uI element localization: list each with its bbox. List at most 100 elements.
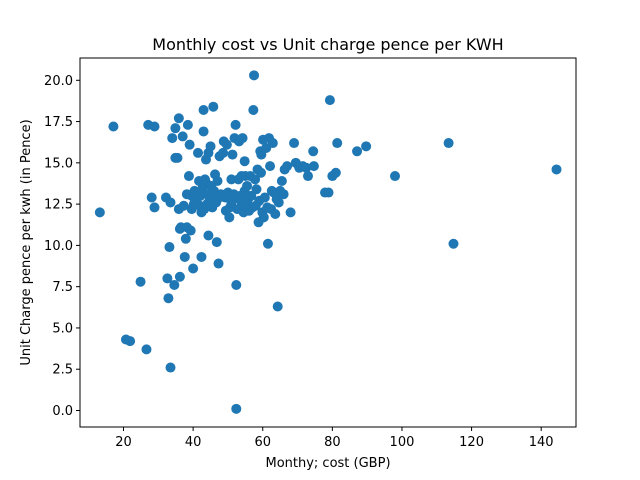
y-tick-label: 5.0 — [52, 321, 73, 336]
data-point — [177, 131, 188, 142]
data-point — [179, 251, 190, 262]
data-point — [239, 156, 250, 167]
data-point — [141, 344, 152, 355]
data-point — [352, 146, 363, 157]
data-point — [259, 192, 270, 203]
data-point — [180, 233, 191, 244]
data-point — [308, 146, 319, 157]
data-point — [237, 133, 248, 144]
data-point — [231, 280, 242, 291]
data-point — [273, 197, 284, 208]
data-points — [94, 70, 562, 414]
data-point — [276, 176, 287, 186]
data-point — [167, 133, 178, 144]
y-tick-label: 2.5 — [52, 363, 73, 378]
data-point — [169, 280, 180, 291]
data-point — [221, 139, 232, 150]
data-point — [146, 192, 157, 203]
data-point — [173, 113, 184, 124]
y-tick-label: 0.0 — [52, 404, 73, 419]
data-point — [162, 273, 173, 284]
data-point — [198, 105, 209, 116]
data-point — [231, 403, 242, 414]
data-point — [165, 197, 176, 208]
data-point — [172, 152, 183, 163]
y-axis: 0.0 2.5 5.0 7.5 10.0 12.5 15.0 17.5 20.0 — [44, 74, 80, 419]
data-point — [267, 138, 278, 149]
data-point — [183, 171, 194, 182]
data-point — [265, 161, 276, 172]
data-point — [174, 271, 185, 282]
x-tick-label: 140 — [529, 435, 554, 450]
x-tick-label: 120 — [459, 435, 484, 450]
data-point — [125, 336, 136, 347]
y-tick-label: 15.0 — [44, 156, 73, 171]
data-point — [302, 171, 313, 182]
data-point — [282, 161, 293, 172]
data-point — [149, 121, 160, 132]
data-point — [193, 147, 203, 158]
x-tick-label: 40 — [185, 435, 202, 450]
data-point — [198, 126, 209, 137]
x-tick-label: 80 — [324, 435, 341, 450]
data-point — [94, 207, 105, 218]
y-tick-label: 20.0 — [44, 74, 73, 89]
y-tick-label: 12.5 — [44, 198, 73, 213]
data-point — [330, 167, 341, 178]
data-point — [301, 162, 312, 173]
data-point — [108, 121, 119, 132]
x-axis-label: Monthy; cost (GBP) — [265, 456, 390, 471]
data-point — [278, 189, 289, 200]
data-point — [289, 138, 300, 149]
data-point — [170, 123, 181, 134]
x-tick-label: 60 — [254, 435, 271, 450]
y-tick-label: 10.0 — [44, 239, 73, 254]
data-point — [242, 180, 253, 191]
data-point — [135, 276, 146, 287]
data-point — [258, 212, 269, 223]
data-point — [250, 174, 261, 185]
data-point — [285, 207, 296, 218]
data-point — [551, 164, 562, 175]
y-tick-label: 7.5 — [52, 280, 73, 295]
data-point — [443, 138, 454, 149]
plot-frame — [79, 57, 577, 428]
data-point — [188, 263, 199, 274]
data-point — [361, 141, 372, 152]
data-point — [448, 238, 459, 249]
data-point — [251, 184, 262, 195]
data-point — [390, 171, 400, 182]
data-point — [324, 95, 335, 106]
data-point — [184, 139, 195, 150]
data-point — [332, 138, 343, 149]
data-point — [218, 147, 229, 158]
data-point — [208, 101, 219, 112]
data-point — [205, 141, 216, 152]
data-point — [224, 212, 235, 223]
data-point — [182, 119, 193, 130]
data-point — [211, 237, 222, 248]
data-point — [249, 70, 260, 81]
data-point — [213, 258, 224, 269]
data-point — [164, 242, 175, 253]
data-point — [212, 176, 223, 186]
data-point — [203, 230, 214, 241]
x-tick-label: 20 — [115, 435, 132, 450]
data-point — [308, 161, 319, 172]
data-point — [178, 200, 189, 211]
data-point — [196, 251, 207, 262]
y-tick-label: 17.5 — [44, 115, 73, 130]
data-point — [185, 225, 196, 236]
data-point — [227, 149, 238, 160]
data-point — [270, 209, 281, 220]
data-point — [272, 301, 283, 312]
data-point — [256, 167, 266, 178]
y-axis-label: Unit Charge pence per kwh (in Pence) — [19, 119, 34, 365]
x-axis: 20 40 60 80 100 120 140 — [115, 427, 554, 450]
chart-title: Monthly cost vs Unit charge pence per KW… — [152, 35, 503, 54]
data-point — [165, 362, 176, 373]
x-tick-label: 100 — [390, 435, 415, 450]
data-point — [262, 238, 273, 249]
data-point — [226, 174, 237, 185]
